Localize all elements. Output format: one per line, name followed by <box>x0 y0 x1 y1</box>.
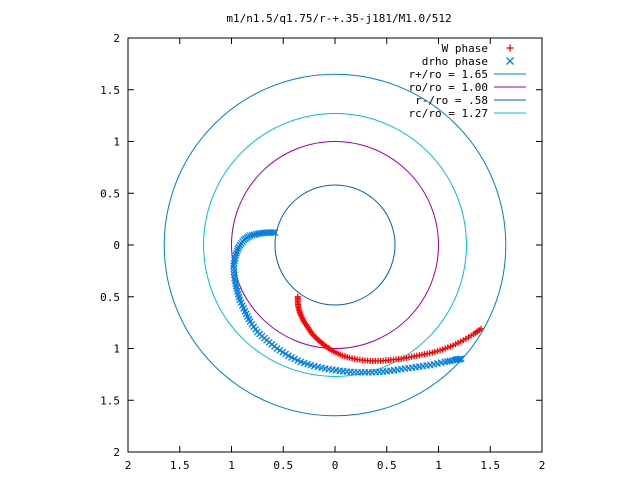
legend-marker <box>506 44 514 52</box>
reference-circles <box>163 73 507 417</box>
circle-0 <box>163 73 507 417</box>
y-tick-label: 0.5 <box>100 187 120 200</box>
x-tick-label: 2 <box>539 459 546 472</box>
x-tick-label: 1 <box>228 459 235 472</box>
legend-label: rc/ro = 1.27 <box>409 107 488 120</box>
axis-ticks: 2 1.5 1 0.5 0 0.5 1 1.5 221.510.500.511.52 <box>100 32 545 472</box>
y-tick-label: 0.5 <box>100 291 120 304</box>
legend-marker <box>506 57 514 65</box>
point-1-116 <box>457 355 465 363</box>
y-tick-label: 1 <box>113 343 120 356</box>
x-tick-label: 1.5 <box>170 459 190 472</box>
series-0 <box>294 293 484 364</box>
x-tick-label: 1.5 <box>480 459 500 472</box>
series-1 <box>230 229 465 376</box>
x-tick-label: 1 <box>435 459 442 472</box>
point-1-21 <box>234 245 242 253</box>
y-tick-label: 0 <box>113 239 120 252</box>
y-tick-label: 1.5 <box>100 394 120 407</box>
y-tick-label: 1 <box>113 136 120 149</box>
legend-label: drho phase <box>422 55 488 68</box>
circle-1 <box>231 141 439 349</box>
circle-3 <box>203 113 467 377</box>
point-1-22 <box>233 247 241 255</box>
point-1-20 <box>235 243 243 251</box>
legend-label: r+/ro = 1.65 <box>409 68 488 81</box>
chart-title: m1/n1.5/q1.75/r-+.35-j181/M1.0/512 <box>226 12 451 25</box>
y-tick-label: 2 <box>113 32 120 45</box>
point-1-115 <box>456 355 464 363</box>
x-tick-label: 2 <box>125 459 132 472</box>
point-0-96 <box>477 325 484 332</box>
x-tick-label: 0.5 <box>377 459 397 472</box>
legend-label: W phase <box>442 42 488 55</box>
y-tick-label: 2 <box>113 446 120 459</box>
x-tick-label: 0 <box>332 459 339 472</box>
legend-label: ro/ro = 1.00 <box>409 81 488 94</box>
legend-label: r-/ro = .58 <box>415 94 488 107</box>
y-tick-label: 1.5 <box>100 84 120 97</box>
point-1-11 <box>248 231 256 239</box>
x-tick-label: 0.5 <box>273 459 293 472</box>
circle-2 <box>274 184 396 306</box>
data-points <box>230 229 484 376</box>
